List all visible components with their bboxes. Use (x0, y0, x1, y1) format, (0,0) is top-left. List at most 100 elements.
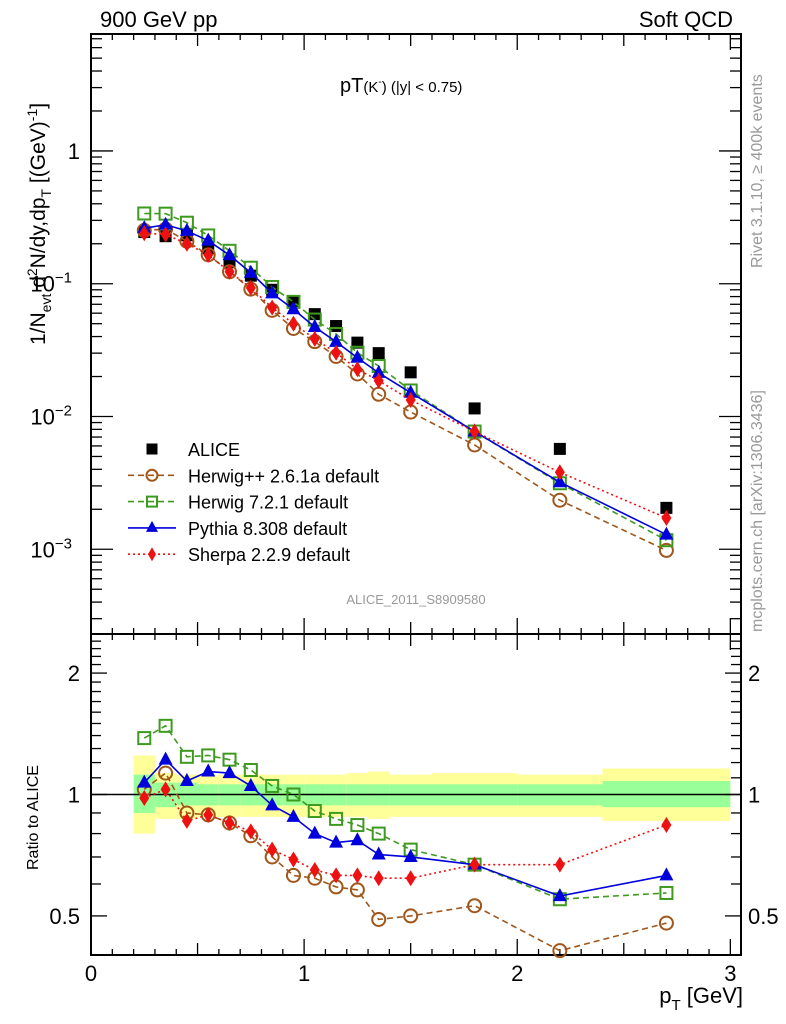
ratio-y-tick-label: 1 (68, 783, 80, 808)
ratio-point-sherpa-2-2-9-default (331, 867, 342, 884)
ratio-point-pythia-8-308-default (137, 774, 152, 788)
main-y-axis-label: 1/Nevt d2N/dy,dpT [(GeV)-1] (24, 103, 54, 345)
ratio-point-sherpa-2-2-9-default (352, 867, 363, 884)
main-point-sherpa-2-2-9-default (554, 464, 565, 481)
ratio-point-herwig-7-2-1-default (201, 748, 216, 763)
legend-label-alice: ALICE (188, 440, 240, 460)
main-point-pythia-8-308-default (265, 285, 280, 299)
main-point-sherpa-2-2-9-default (203, 246, 214, 263)
ratio-point-sherpa-2-2-9-default (288, 851, 299, 868)
ratio-point-sherpa-2-2-9-default (139, 790, 150, 807)
y-tick-label: 10−2 (30, 402, 72, 429)
main-point-sherpa-2-2-9-default (373, 372, 384, 389)
ratio-point-herwig-7-2-1-default (329, 811, 344, 826)
main-point-sherpa-2-2-9-default (139, 225, 150, 242)
ylabel-c-sub: T (38, 188, 54, 197)
ratio-point-herwig-2-6-1a-default (285, 867, 301, 883)
ratio-point-sherpa-2-2-9-default (160, 781, 171, 798)
ratio-point-herwig-2-6-1a-default (552, 943, 568, 959)
ratio-point-pythia-8-308-default (243, 777, 258, 791)
legend-marker-sherpa-2-2-9-default (148, 547, 156, 562)
series-layer (136, 206, 674, 959)
ratio-point-herwig-7-2-1-default (286, 787, 301, 802)
ratio-point-sherpa-2-2-9-default (469, 856, 480, 873)
main-point-alice (660, 501, 673, 514)
ylabel-b: d (27, 276, 50, 294)
main-point-pythia-8-308-default (243, 264, 258, 278)
ratio-point-herwig-7-2-1-default (179, 749, 194, 764)
main-point-pythia-8-308-default (286, 301, 301, 315)
y-tick-exponent: −1 (55, 270, 72, 287)
main-frame (90, 33, 742, 635)
title-main: pT (340, 75, 363, 97)
ratio-point-herwig-2-6-1a-default (371, 911, 387, 927)
ratio-point-sherpa-2-2-9-default (309, 861, 320, 878)
ratio-point-sherpa-2-2-9-default (373, 870, 384, 887)
main-point-pythia-8-308-default (329, 333, 344, 347)
ratio-point-herwig-2-6-1a-default (467, 898, 483, 914)
ratio-point-pythia-8-308-default (307, 825, 322, 839)
main-line-pythia-8-308-default (144, 223, 667, 536)
legend-label-pythia-8-308-default: Pythia 8.308 default (188, 519, 347, 539)
main-point-sherpa-2-2-9-default (469, 423, 480, 440)
legend-label-sherpa-2-2-9-default: Sherpa 2.2.9 default (188, 545, 350, 565)
analysis-id: ALICE_2011_S8909580 (346, 592, 485, 607)
ratio-point-herwig-7-2-1-default (350, 818, 365, 833)
main-point-pythia-8-308-default (552, 474, 567, 488)
ratio-point-herwig-7-2-1-default (307, 804, 322, 819)
ratio-point-pythia-8-308-default (265, 797, 280, 811)
header-right: Soft QCD (639, 7, 733, 32)
x-tick-label: 2 (511, 961, 523, 986)
x-axis-label: pT [GeV] (659, 983, 743, 1014)
ratio-point-herwig-7-2-1-default (158, 718, 173, 733)
ylabel-d: [(GeV) (27, 121, 50, 189)
x-tick-label: 3 (724, 961, 736, 986)
main-point-sherpa-2-2-9-default (405, 392, 416, 409)
main-point-pythia-8-308-default (659, 526, 674, 540)
ratio-line-herwig-2-6-1a-default (143, 771, 667, 952)
y-tick-label: 1 (68, 139, 80, 164)
ylabel-a-sub: evt (38, 294, 54, 313)
ratio-point-pythia-8-308-default (350, 832, 365, 846)
ratio-point-pythia-8-308-default (403, 848, 418, 862)
title-sup: - (378, 77, 381, 88)
main-point-sherpa-2-2-9-default (160, 226, 171, 243)
main-point-pythia-8-308-default (201, 232, 216, 246)
main-point-sherpa-2-2-9-default (267, 299, 278, 316)
x-tick-label: 0 (85, 961, 97, 986)
main-point-pythia-8-308-default (179, 222, 194, 236)
ratio-point-herwig-7-2-1-default (265, 778, 280, 793)
ratio-point-pythia-8-308-default (286, 808, 301, 822)
main-point-alice (468, 402, 481, 415)
main-point-sherpa-2-2-9-default (661, 509, 672, 526)
ratio-point-herwig-2-6-1a-default (403, 908, 419, 924)
ratio-point-herwig-2-6-1a-default (158, 765, 174, 781)
ratio-point-pythia-8-308-default (371, 846, 386, 860)
ratio-point-sherpa-2-2-9-default (405, 870, 416, 887)
ratio-y-tick-label-right: 1 (748, 783, 760, 808)
main-line-herwig-7-2-1-default (144, 212, 667, 541)
ratio-point-herwig-2-6-1a-default (658, 915, 674, 931)
main-point-herwig-7-2-1-default (137, 206, 152, 221)
ratio-point-sherpa-2-2-9-default (203, 806, 214, 823)
ratio-y-axis-label: Ratio to ALICE (25, 765, 42, 870)
legend: ALICE Herwig++ 2.6.1a default Herwig 7.2.1… (128, 440, 379, 565)
x-tick-label: 1 (298, 961, 310, 986)
ratio-point-pythia-8-308-default (329, 834, 344, 848)
main-point-sherpa-2-2-9-default (181, 235, 192, 252)
xlabel-sub: T (671, 997, 680, 1014)
ratio-point-pythia-8-308-default (158, 751, 173, 765)
legend-marker-herwig-7-2-1-default (146, 495, 158, 508)
ratio-point-sherpa-2-2-9-default (181, 812, 192, 829)
rivet-label: Rivet 3.1.10, ≥ 400k events (749, 74, 766, 268)
ratio-point-pythia-8-308-default (659, 867, 674, 881)
main-point-alice (330, 320, 343, 333)
ratio-y-tick-label: 0.5 (49, 904, 80, 929)
main-point-alice (404, 366, 417, 379)
main-line-herwig-2-6-1a-default (144, 228, 667, 552)
main-point-pythia-8-308-default (403, 384, 418, 398)
main-point-pythia-8-308-default (350, 349, 365, 363)
main-point-alice (553, 442, 566, 455)
main-point-alice (372, 347, 385, 360)
